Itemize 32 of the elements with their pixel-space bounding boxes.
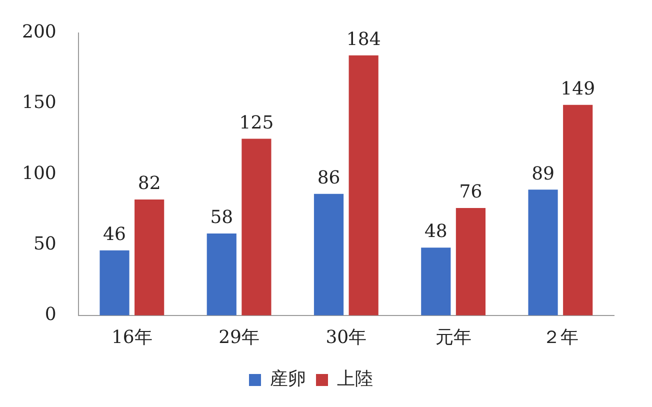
data-label: 89: [532, 163, 554, 184]
y-tick-label: 200: [22, 21, 56, 42]
data-label: 82: [138, 173, 161, 194]
bar: [348, 55, 378, 316]
data-label: 125: [239, 112, 274, 134]
bar: [563, 104, 593, 316]
data-label: 76: [459, 182, 482, 203]
x-tick-label: ２年: [542, 326, 578, 348]
y-tick-label: 0: [44, 304, 56, 326]
bar: [134, 200, 164, 316]
bar: [421, 248, 451, 316]
x-tick-label: 30年: [326, 326, 367, 348]
y-tick-label: 50: [33, 233, 56, 254]
data-label: 58: [210, 207, 234, 228]
data-label: 86: [317, 168, 340, 189]
bar: [528, 190, 558, 316]
bar: [206, 233, 236, 316]
legend-label: 産卵: [270, 368, 306, 390]
data-label: 48: [424, 221, 448, 242]
data-label: 184: [346, 29, 381, 50]
bar: [100, 250, 130, 316]
y-tick-label: 150: [22, 92, 56, 114]
x-tick-label: 16年: [111, 326, 152, 348]
legend-label: 上陸: [337, 368, 373, 390]
x-tick-label: 29年: [218, 326, 260, 348]
data-label: 149: [560, 78, 596, 100]
bar: [242, 138, 272, 316]
bar: [456, 208, 486, 316]
bar: [314, 194, 344, 316]
y-tick-label: 100: [22, 162, 56, 184]
data-label: 46: [103, 224, 126, 246]
x-tick-label: 元年: [435, 326, 472, 348]
